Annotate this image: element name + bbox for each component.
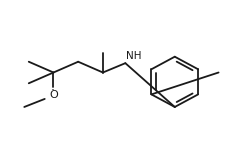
Text: NH: NH <box>126 51 141 61</box>
Text: O: O <box>49 90 58 100</box>
